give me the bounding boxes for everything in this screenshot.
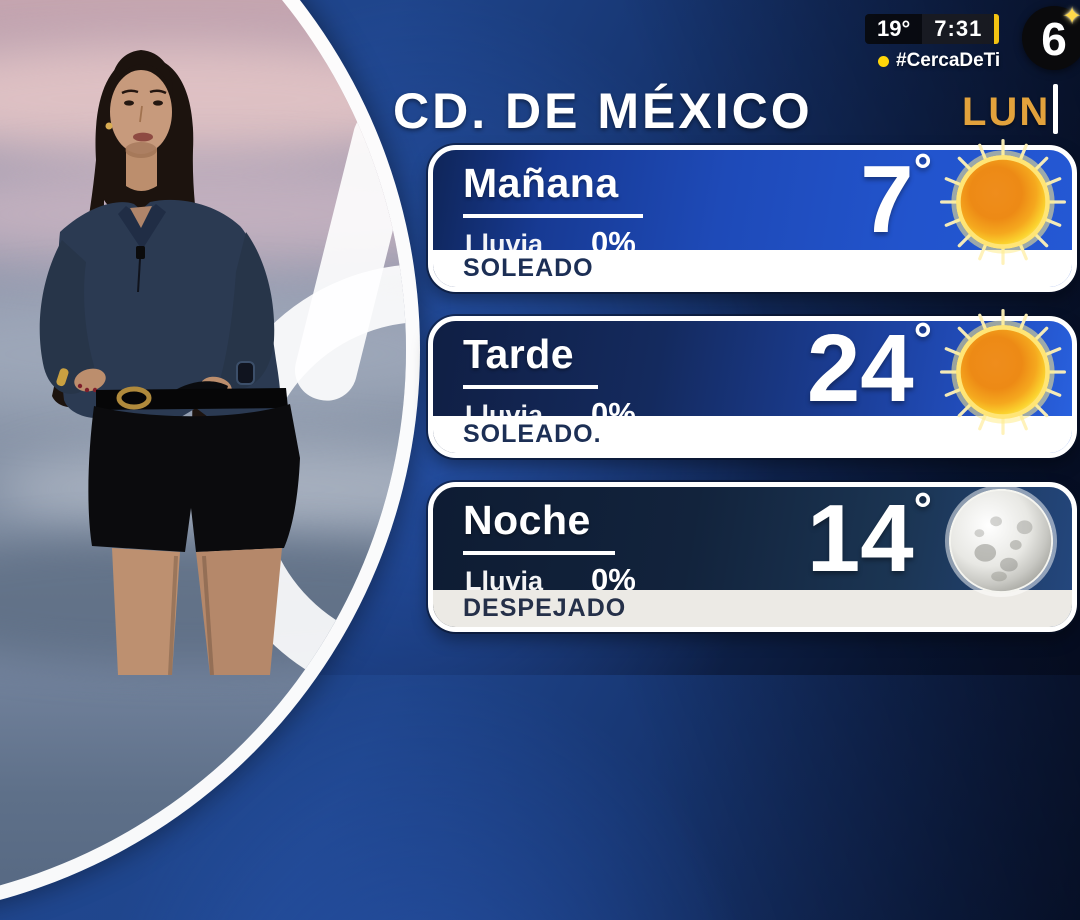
status-bar: 19° 7:31 xyxy=(865,14,1000,44)
sparkle-icon: ✦ xyxy=(1062,3,1080,30)
clock: 7:31 xyxy=(922,14,995,44)
chest-skin xyxy=(130,206,152,228)
presenter-eye xyxy=(153,100,163,106)
shirt-collar xyxy=(118,204,166,250)
nail xyxy=(84,387,90,393)
day-separator-bar xyxy=(1053,84,1058,134)
degree-symbol: ° xyxy=(913,482,932,535)
period-label: Mañana xyxy=(463,160,643,218)
lapel-mic xyxy=(136,246,145,259)
channel-number: 6 xyxy=(1041,13,1067,65)
gold-bracelet xyxy=(56,368,69,387)
presenter-arm-right xyxy=(221,232,275,389)
presenter-shorts xyxy=(88,404,300,552)
yellow-tick xyxy=(994,14,1000,44)
presenter-brow xyxy=(121,89,139,95)
temperature: 7 ° xyxy=(860,150,932,250)
forecast-card-noche: Noche Lluvia 0% 14 ° DESPEJADO xyxy=(428,482,1077,632)
condition-strip: SOLEADO xyxy=(433,250,1072,287)
condition-label: DESPEJADO xyxy=(463,594,627,622)
condition-label: SOLEADO xyxy=(463,254,594,282)
bullet-dot-icon xyxy=(878,55,889,67)
degree-symbol: ° xyxy=(913,145,932,196)
period-label: Noche xyxy=(463,497,615,555)
condition-label: SOLEADO. xyxy=(463,420,602,448)
presenter-brow xyxy=(149,89,167,95)
hashtag-row: #CercaDeTi xyxy=(878,50,1000,72)
degree-symbol: ° xyxy=(913,316,932,365)
presenter-nose xyxy=(139,105,143,123)
day-label: LUN xyxy=(962,90,1051,134)
forecast-card-tarde: Tarde Lluvia 0% 24 ° SOLEADO. xyxy=(428,316,1077,458)
leg-shadow xyxy=(202,555,214,675)
forecast-card-manana: Mañana Lluvia 0% 7 ° SOLEADO xyxy=(428,145,1077,292)
condition-strip: SOLEADO. xyxy=(433,416,1072,453)
wristwatch xyxy=(236,361,255,385)
nail xyxy=(77,383,83,389)
temperature-value: 14 xyxy=(806,484,914,592)
hashtag-text: #CercaDeTi xyxy=(896,50,1001,71)
presenter-leg xyxy=(196,548,282,675)
presenter-lips xyxy=(133,132,153,142)
condition-strip: DESPEJADO xyxy=(433,590,1072,627)
temperature-value: 7 xyxy=(860,146,914,253)
weather-presenter xyxy=(39,50,300,675)
presenter-neck xyxy=(126,146,157,191)
cloud-band xyxy=(0,44,406,154)
neck-shadow xyxy=(125,142,157,158)
temperature: 14 ° xyxy=(807,487,932,590)
mic-cable xyxy=(137,258,141,293)
temperature-value: 24 xyxy=(806,316,914,422)
leg-shadow xyxy=(168,555,178,675)
presenter-hairline xyxy=(109,50,173,104)
period-label: Tarde xyxy=(463,331,599,389)
current-temperature: 19° xyxy=(865,14,923,44)
earring xyxy=(105,122,113,130)
belt-buckle xyxy=(116,386,152,410)
presenter-leg xyxy=(112,548,180,675)
temperature: 24 ° xyxy=(807,321,932,416)
channel-6-logo: 6 ✦ xyxy=(1022,3,1080,70)
page-title: CD. DE MÉXICO xyxy=(393,83,813,139)
presenter-arm-left xyxy=(39,240,95,394)
presenter-eye xyxy=(124,100,134,106)
